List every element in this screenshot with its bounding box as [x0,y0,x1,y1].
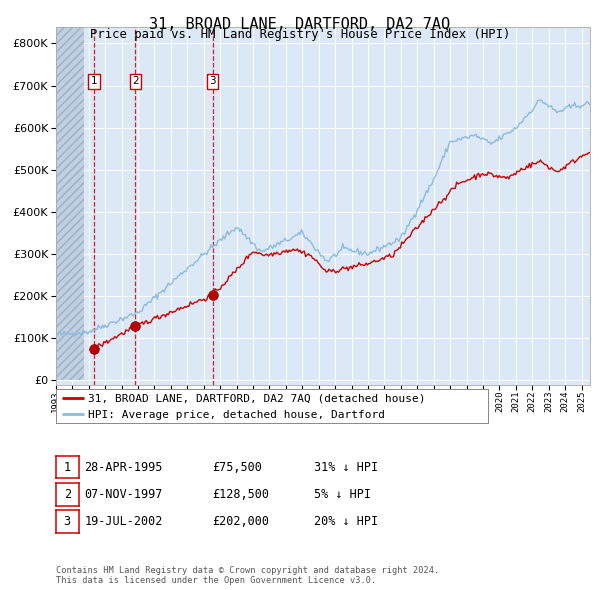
Text: 1: 1 [91,77,97,86]
Text: 2: 2 [132,77,139,86]
Text: 20% ↓ HPI: 20% ↓ HPI [314,515,378,528]
Text: £75,500: £75,500 [212,461,262,474]
Text: 31% ↓ HPI: 31% ↓ HPI [314,461,378,474]
Text: £202,000: £202,000 [212,515,269,528]
Text: 1: 1 [64,461,71,474]
Text: 07-NOV-1997: 07-NOV-1997 [85,488,163,501]
Text: 31, BROAD LANE, DARTFORD, DA2 7AQ (detached house): 31, BROAD LANE, DARTFORD, DA2 7AQ (detac… [88,394,426,404]
Text: £128,500: £128,500 [212,488,269,501]
Text: Price paid vs. HM Land Registry's House Price Index (HPI): Price paid vs. HM Land Registry's House … [90,28,510,41]
Text: HPI: Average price, detached house, Dartford: HPI: Average price, detached house, Dart… [88,410,385,420]
Text: Contains HM Land Registry data © Crown copyright and database right 2024.
This d: Contains HM Land Registry data © Crown c… [56,566,439,585]
Text: 5% ↓ HPI: 5% ↓ HPI [314,488,371,501]
Text: 3: 3 [64,515,71,528]
Text: 2: 2 [64,488,71,501]
Text: 3: 3 [209,77,216,86]
Text: 28-APR-1995: 28-APR-1995 [85,461,163,474]
Text: 19-JUL-2002: 19-JUL-2002 [85,515,163,528]
Text: 31, BROAD LANE, DARTFORD, DA2 7AQ: 31, BROAD LANE, DARTFORD, DA2 7AQ [149,17,451,31]
